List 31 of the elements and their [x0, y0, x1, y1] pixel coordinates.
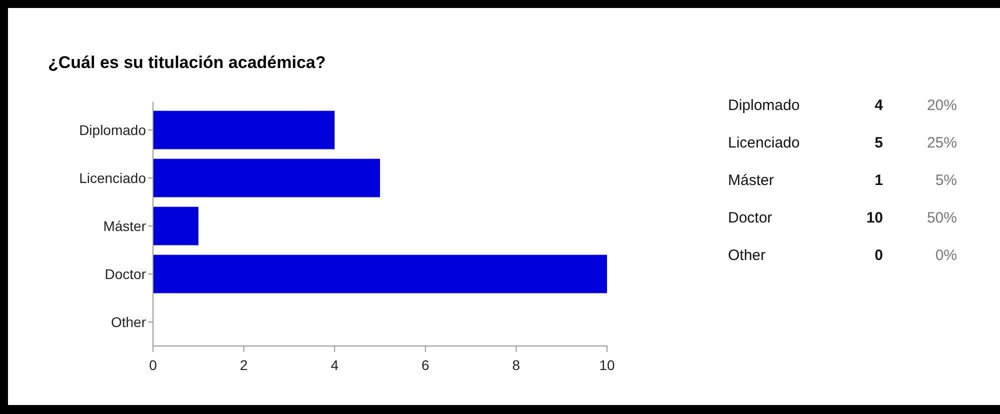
- text: 4: [874, 97, 884, 114]
- text: 50%: [926, 210, 957, 226]
- y-tick-label: Máster: [103, 218, 146, 234]
- y-tick-label: Diplomado: [79, 122, 146, 138]
- text: 0: [874, 247, 883, 264]
- text: 20%: [926, 97, 957, 114]
- text: 1: [874, 172, 883, 189]
- category-label: Máster: [728, 172, 774, 189]
- category-label: Diplomado: [728, 97, 800, 114]
- x-tick-label: 10: [599, 357, 615, 373]
- x-tick-label: 6: [422, 357, 430, 373]
- x-tick-label: 4: [330, 357, 339, 373]
- bar: [153, 158, 380, 198]
- x-tick-label: 8: [512, 357, 520, 373]
- category-label: Licenciado: [728, 134, 800, 152]
- category-label: Other: [728, 247, 766, 264]
- text: 0%: [935, 247, 957, 264]
- bar: [153, 254, 607, 294]
- text: 5: [874, 134, 883, 152]
- text: 25%: [926, 134, 957, 152]
- y-tick-label: Licenciado: [79, 170, 146, 186]
- text: 10: [866, 210, 883, 226]
- x-tick-label: 2: [240, 357, 248, 373]
- x-tick-label: 0: [149, 357, 158, 373]
- bar: [153, 110, 335, 150]
- category-label: Doctor: [728, 210, 772, 226]
- bar: [153, 206, 198, 246]
- y-tick-label: Other: [110, 314, 146, 330]
- y-tick-label: Doctor: [104, 266, 146, 282]
- text: 5%: [935, 172, 957, 189]
- chart-title: ¿Cuál es su titulación académica?: [48, 53, 326, 72]
